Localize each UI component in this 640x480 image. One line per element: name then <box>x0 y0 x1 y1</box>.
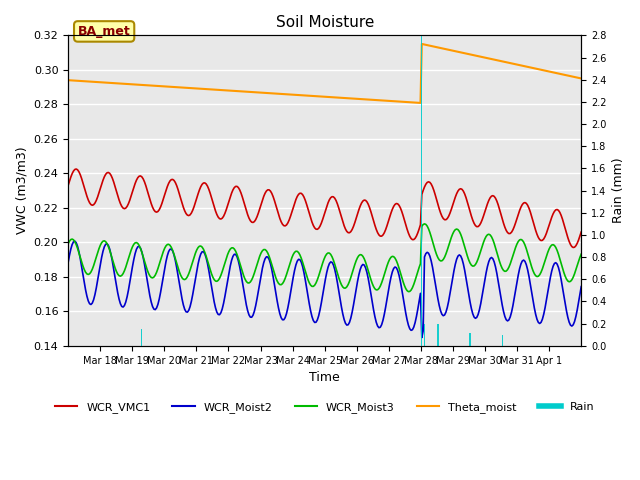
WCR_VMC1 <box>72 166 80 172</box>
WCR_Moist3 <box>82 269 90 275</box>
Line: Theta_moist: Theta_moist <box>68 44 581 103</box>
WCR_Moist3 <box>433 252 440 257</box>
WCR_VMC1 <box>330 194 337 200</box>
X-axis label: Time: Time <box>309 371 340 384</box>
Theta_moist <box>64 77 72 83</box>
WCR_Moist2 <box>509 303 516 309</box>
WCR_Moist2 <box>64 260 72 265</box>
WCR_Moist2 <box>433 288 440 294</box>
Theta_moist <box>328 95 336 100</box>
WCR_VMC1 <box>508 229 515 235</box>
Bar <box>469 333 470 346</box>
Legend: WCR_VMC1, WCR_Moist2, WCR_Moist3, Theta_moist, Rain: WCR_VMC1, WCR_Moist2, WCR_Moist3, Theta_… <box>51 398 599 418</box>
Bar <box>437 324 438 346</box>
Theta_moist <box>509 61 516 67</box>
Bar <box>502 335 503 346</box>
WCR_Moist2 <box>83 293 91 299</box>
WCR_Moist3 <box>576 254 584 260</box>
Y-axis label: Rain (mm): Rain (mm) <box>612 158 625 223</box>
WCR_Moist3 <box>577 251 585 257</box>
Bar <box>421 36 422 346</box>
WCR_Moist2 <box>418 335 426 340</box>
Theta_moist <box>577 75 585 81</box>
WCR_Moist2 <box>576 292 584 298</box>
WCR_Moist2 <box>71 238 79 244</box>
WCR_Moist3 <box>404 289 412 295</box>
WCR_VMC1 <box>64 182 72 188</box>
Theta_moist <box>433 44 440 50</box>
WCR_Moist3 <box>98 240 106 246</box>
WCR_Moist2 <box>99 249 107 254</box>
Theta_moist <box>576 75 584 81</box>
Theta_moist <box>418 41 426 47</box>
WCR_VMC1 <box>577 229 585 235</box>
WCR_VMC1 <box>431 192 439 198</box>
Text: BA_met: BA_met <box>78 25 131 38</box>
Line: WCR_VMC1: WCR_VMC1 <box>68 169 581 248</box>
WCR_Moist3 <box>509 253 516 259</box>
WCR_Moist2 <box>577 284 585 289</box>
Bar <box>141 329 143 346</box>
WCR_VMC1 <box>83 193 91 199</box>
Y-axis label: VWC (m3/m3): VWC (m3/m3) <box>15 147 28 234</box>
Bar <box>424 324 425 346</box>
WCR_Moist2 <box>330 262 337 268</box>
Title: Soil Moisture: Soil Moisture <box>275 15 374 30</box>
Line: WCR_Moist2: WCR_Moist2 <box>68 241 581 337</box>
WCR_VMC1 <box>576 233 584 239</box>
Theta_moist <box>417 100 424 106</box>
WCR_VMC1 <box>570 245 577 251</box>
Line: WCR_Moist3: WCR_Moist3 <box>68 224 581 292</box>
WCR_Moist3 <box>328 254 336 260</box>
WCR_Moist3 <box>64 241 72 247</box>
Theta_moist <box>82 78 90 84</box>
Theta_moist <box>98 80 106 85</box>
WCR_Moist3 <box>420 221 428 227</box>
WCR_VMC1 <box>99 178 107 183</box>
